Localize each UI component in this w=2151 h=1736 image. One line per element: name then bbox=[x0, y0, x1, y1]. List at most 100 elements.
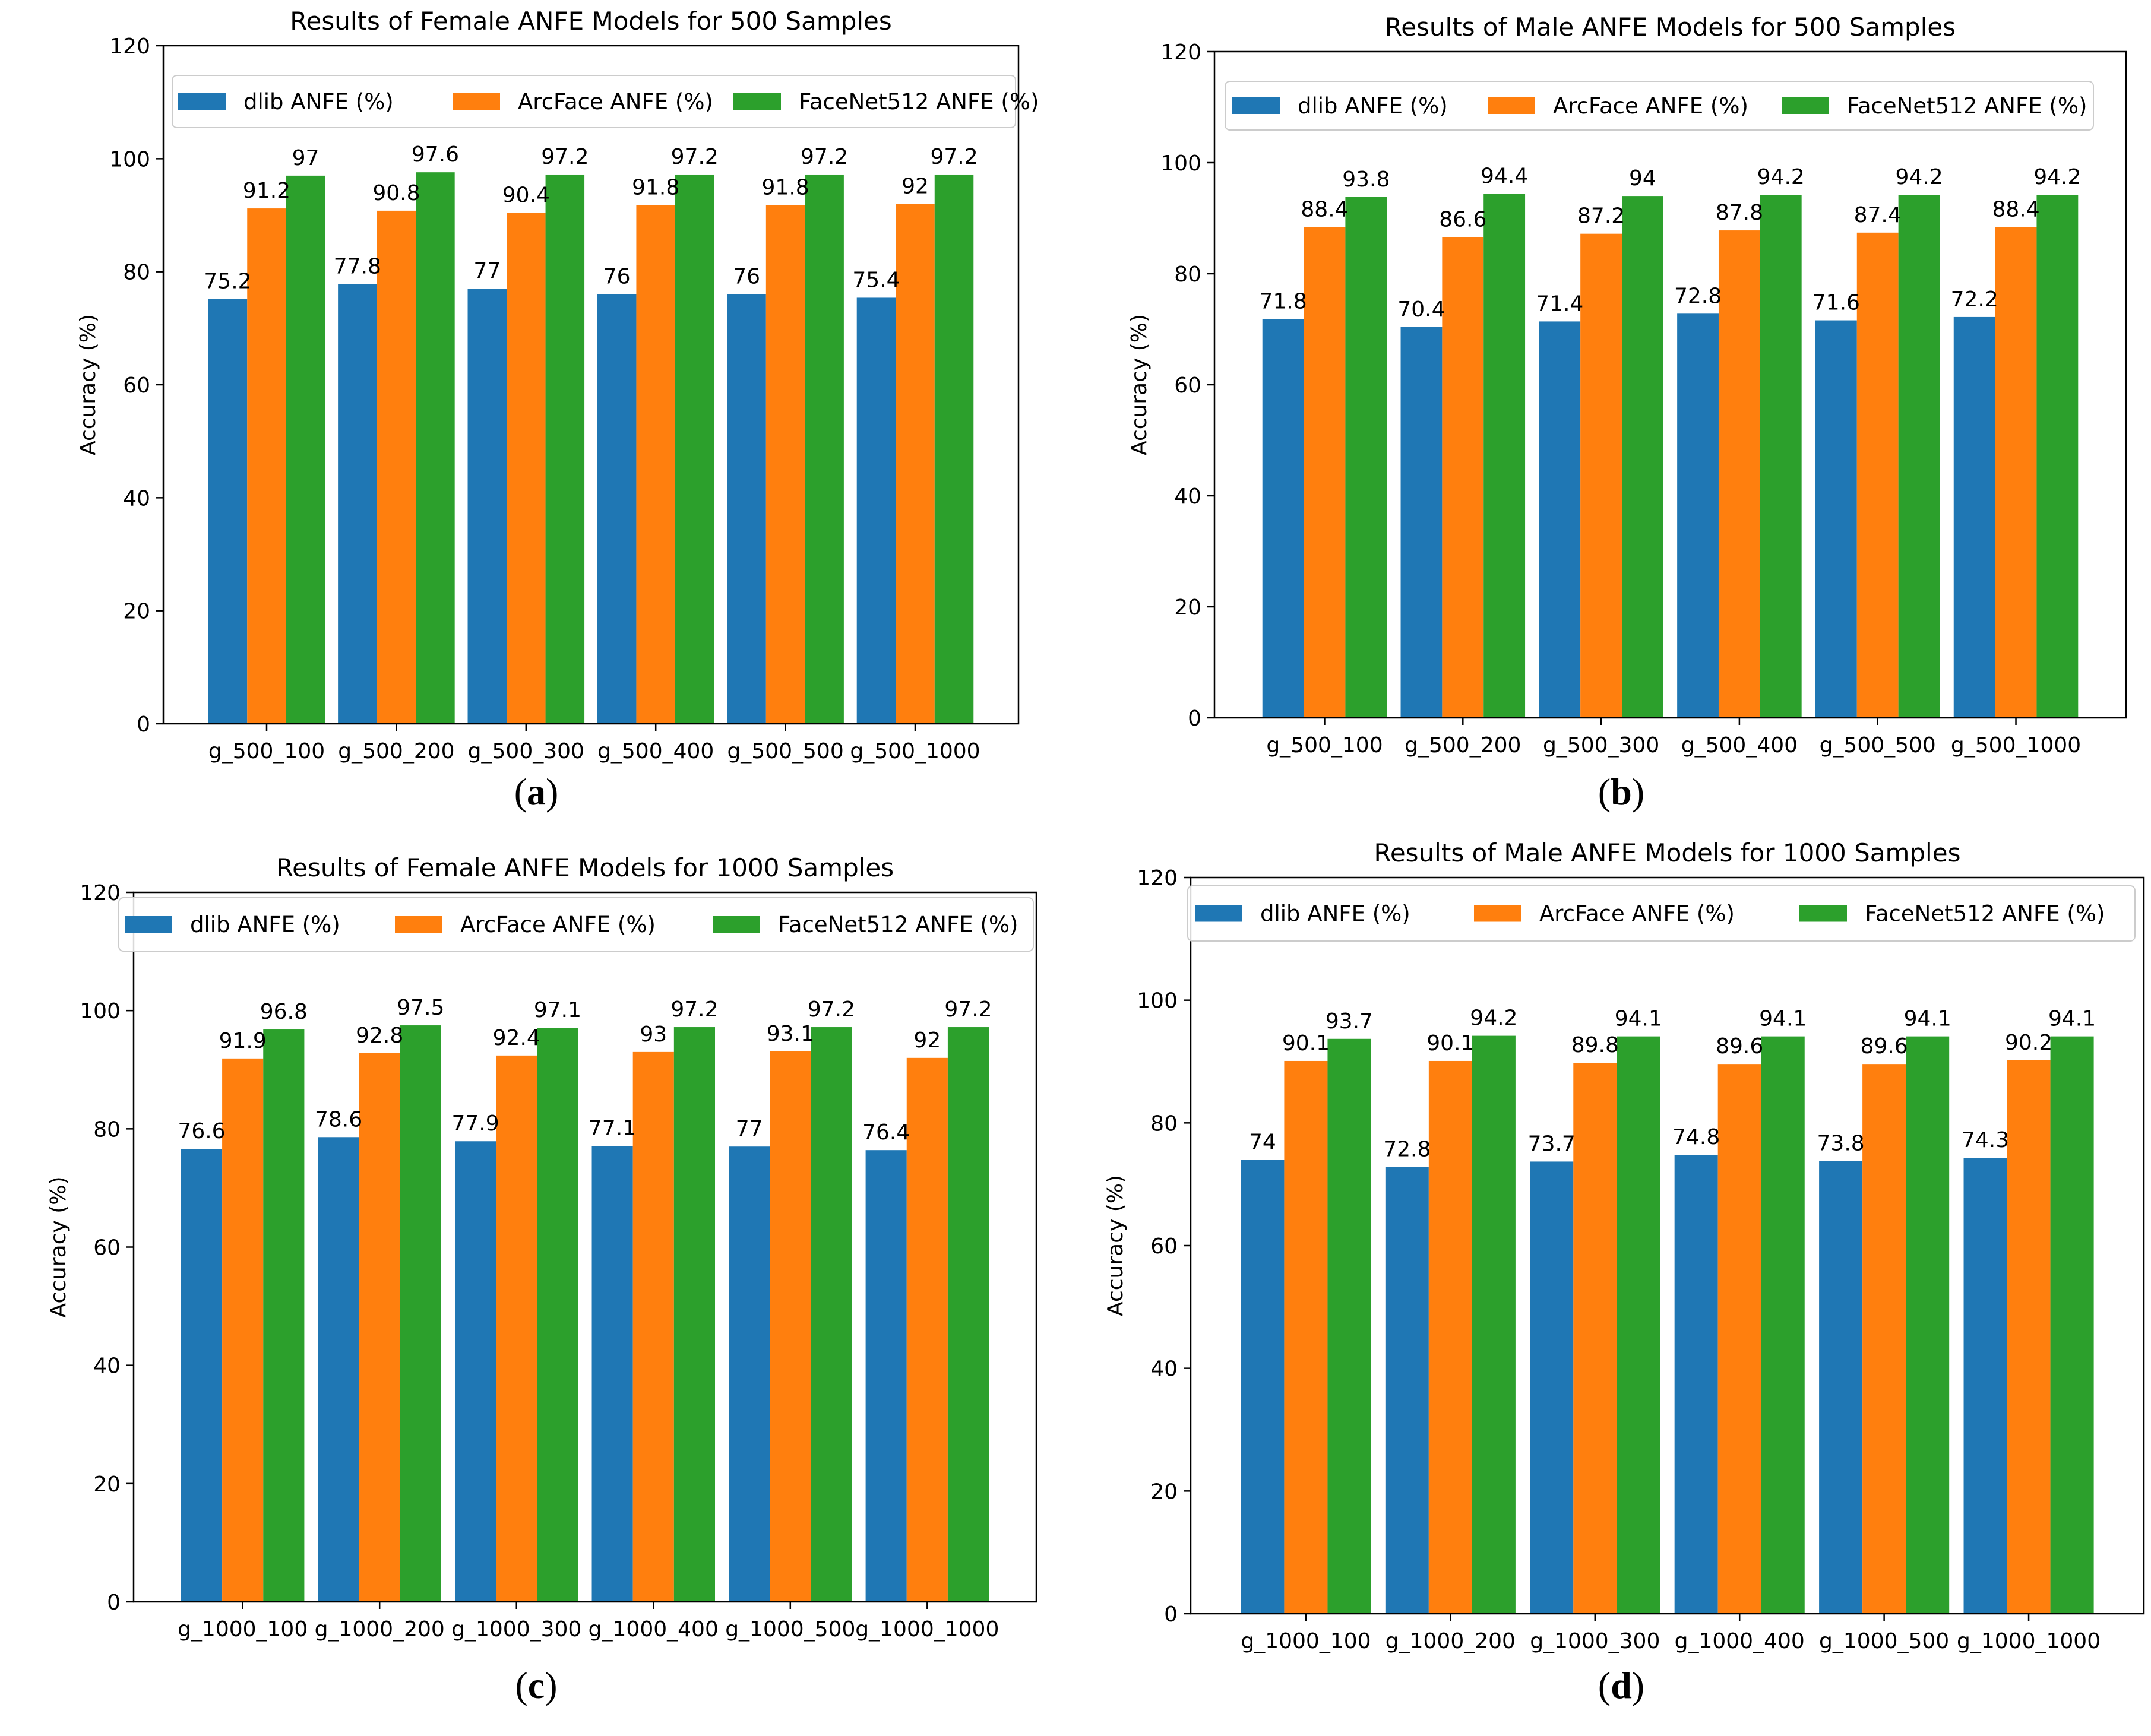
data-label: 94.1 bbox=[1904, 1007, 1951, 1031]
y-tick-label: 120 bbox=[80, 881, 121, 905]
bar-a-s1-c4 bbox=[765, 205, 805, 724]
data-label: 74.3 bbox=[1962, 1128, 2009, 1152]
bar-a-s1-c2 bbox=[507, 213, 546, 724]
data-label: 97.2 bbox=[944, 997, 992, 1022]
y-tick-label: 80 bbox=[93, 1117, 121, 1142]
bars-group bbox=[208, 172, 974, 724]
x-tick-label: g_1000_300 bbox=[1530, 1629, 1660, 1653]
data-label: 71.4 bbox=[1536, 292, 1583, 316]
x-tick-label: g_1000_500 bbox=[725, 1617, 855, 1642]
bar-c-s2-c4 bbox=[811, 1027, 852, 1602]
x-tick-label: g_500_200 bbox=[338, 739, 454, 764]
legend-entry-label: dlib ANFE (%) bbox=[243, 89, 394, 115]
bar-b-s1-c1 bbox=[1442, 237, 1484, 718]
legend-box bbox=[118, 897, 1034, 952]
x-tick-label: g_500_1000 bbox=[850, 739, 980, 764]
data-label: 96.8 bbox=[260, 1000, 308, 1024]
legend-box bbox=[1187, 885, 2136, 942]
chart-panel-c: Results of Female ANFE Models for 1000 S… bbox=[46, 853, 1037, 1706]
bar-c-s1-c1 bbox=[359, 1053, 400, 1602]
legend-swatch-0 bbox=[178, 93, 226, 110]
data-label: 76 bbox=[603, 265, 631, 289]
chart-panel-b: Results of Male ANFE Models for 500 Samp… bbox=[1127, 12, 2127, 813]
data-label: 91.9 bbox=[219, 1029, 267, 1053]
legend-box bbox=[172, 75, 1016, 128]
bar-c-s0-c1 bbox=[318, 1137, 359, 1602]
data-label: 97.2 bbox=[541, 145, 589, 169]
x-tick-label: g_1000_200 bbox=[315, 1617, 445, 1642]
bar-a-s0-c1 bbox=[338, 284, 377, 724]
legend: dlib ANFE (%) ArcFace ANFE (%) FaceNet512 … bbox=[1225, 81, 2094, 131]
y-tick-label: 120 bbox=[1137, 866, 1178, 891]
bar-a-s1-c3 bbox=[636, 205, 675, 724]
bar-c-s2-c0 bbox=[263, 1029, 305, 1602]
bar-a-s2-c2 bbox=[545, 174, 585, 724]
x-tick-label: g_500_400 bbox=[1681, 733, 1798, 758]
bar-b-s1-c2 bbox=[1580, 233, 1622, 718]
panel-letter: b bbox=[1611, 771, 1632, 813]
data-label: 87.8 bbox=[1716, 201, 1763, 225]
y-tick-label: 0 bbox=[1164, 1602, 1178, 1627]
legend-entry-label: FaceNet512 ANFE (%) bbox=[1865, 901, 2105, 927]
legend-swatch-1 bbox=[453, 93, 500, 110]
data-label: 97.5 bbox=[397, 996, 444, 1020]
legend-entry-label: ArcFace ANFE (%) bbox=[1553, 93, 1748, 119]
data-label: 93.1 bbox=[767, 1022, 814, 1046]
bar-a-s1-c1 bbox=[377, 210, 416, 724]
data-label: 74.8 bbox=[1672, 1125, 1720, 1149]
data-label: 97 bbox=[292, 146, 320, 170]
y-tick-label: 20 bbox=[1174, 595, 1201, 620]
data-label: 91.8 bbox=[632, 175, 679, 199]
x-tick-label: g_500_400 bbox=[597, 739, 714, 764]
data-label: 77.1 bbox=[589, 1116, 636, 1141]
data-labels-group: 74 72.8 73.7 74.8 73.8 74.3 90.1 90.1 89.8 89.6 89… bbox=[1249, 1006, 2096, 1162]
x-tick-label: g_1000_200 bbox=[1386, 1629, 1516, 1653]
x-tick-label: g_1000_300 bbox=[451, 1617, 581, 1642]
data-labels-group: 71.8 70.4 71.4 72.8 71.6 72.2 88.4 86.6 87.2 87.8… bbox=[1260, 164, 2082, 321]
panel-letter: c bbox=[528, 1664, 545, 1706]
chart-panel-d: Results of Male ANFE Models for 1000 Sam… bbox=[1103, 838, 2145, 1706]
bar-c-s1-c4 bbox=[770, 1051, 811, 1602]
x-tick-label: g_1000_500 bbox=[1819, 1629, 1949, 1653]
data-label: 77 bbox=[473, 259, 501, 283]
data-label: 97.2 bbox=[808, 997, 855, 1022]
bar-b-s1-c3 bbox=[1718, 230, 1760, 718]
data-label: 92 bbox=[901, 174, 929, 198]
data-label: 73.7 bbox=[1528, 1132, 1576, 1156]
bar-d-s0-c1 bbox=[1385, 1167, 1429, 1614]
data-label: 90.8 bbox=[372, 181, 420, 205]
data-label: 94.2 bbox=[1470, 1006, 1517, 1031]
bar-d-s1-c0 bbox=[1284, 1060, 1328, 1614]
legend-entry-label: ArcFace ANFE (%) bbox=[518, 89, 713, 115]
legend-swatch-2 bbox=[713, 916, 760, 933]
y-tick-label: 40 bbox=[1150, 1357, 1178, 1382]
x-tick-label: g_1000_1000 bbox=[855, 1617, 999, 1642]
y-tick-label: 60 bbox=[1150, 1234, 1178, 1259]
legend-entry-label: dlib ANFE (%) bbox=[1298, 93, 1448, 119]
legend-swatch-0 bbox=[1195, 905, 1242, 922]
bar-a-s2-c1 bbox=[416, 172, 455, 724]
data-label: 77 bbox=[736, 1117, 763, 1141]
y-tick-label: 120 bbox=[109, 34, 150, 59]
data-label: 94 bbox=[1629, 166, 1656, 191]
bar-d-s1-c4 bbox=[1862, 1064, 1906, 1614]
data-label: 93.7 bbox=[1326, 1009, 1373, 1034]
y-tick-label: 40 bbox=[123, 486, 150, 511]
bar-a-s0-c0 bbox=[208, 299, 248, 724]
bar-c-s1-c2 bbox=[496, 1055, 537, 1602]
data-label: 97.2 bbox=[801, 145, 848, 169]
data-label: 76 bbox=[733, 265, 760, 289]
bars-group bbox=[181, 1025, 989, 1602]
data-label: 90.1 bbox=[1282, 1031, 1330, 1056]
x-tick-label: g_1000_1000 bbox=[1957, 1629, 2101, 1653]
bar-d-s0-c4 bbox=[1819, 1161, 1863, 1614]
data-label: 89.6 bbox=[1861, 1034, 1908, 1059]
x-tick-label: g_1000_100 bbox=[1241, 1629, 1371, 1653]
data-label: 94.1 bbox=[1759, 1007, 1807, 1031]
bar-b-s2-c1 bbox=[1483, 194, 1526, 718]
bar-b-s2-c2 bbox=[1622, 196, 1663, 718]
y-axis-label: Accuracy (%) bbox=[76, 314, 100, 455]
bar-c-s0-c2 bbox=[454, 1141, 496, 1602]
